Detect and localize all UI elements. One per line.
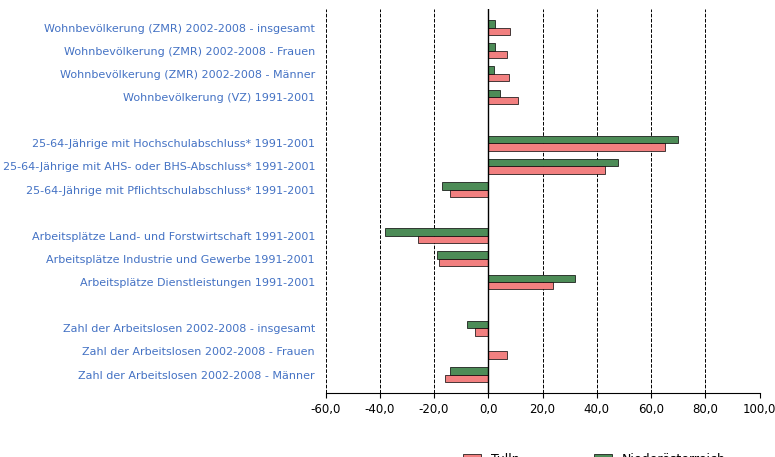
Bar	[445, 375, 488, 382]
Bar	[488, 351, 507, 359]
Bar	[488, 136, 678, 143]
Bar	[488, 66, 494, 74]
Bar	[450, 367, 488, 375]
Bar	[488, 51, 507, 58]
Bar	[488, 97, 518, 104]
Bar	[488, 275, 575, 282]
Bar	[488, 143, 665, 151]
Bar	[474, 328, 488, 336]
Bar	[439, 259, 488, 266]
Bar	[488, 20, 495, 27]
Bar	[488, 27, 510, 35]
Bar	[467, 321, 488, 328]
Bar	[488, 90, 501, 97]
Bar	[437, 251, 488, 259]
Bar	[488, 159, 618, 166]
Bar	[488, 74, 508, 81]
Legend: Tulln, Niederösterreich: Tulln, Niederösterreich	[458, 448, 731, 457]
Bar	[488, 43, 495, 51]
Bar	[450, 190, 488, 197]
Bar	[385, 228, 488, 236]
Bar	[418, 236, 488, 243]
Bar	[488, 166, 605, 174]
Bar	[442, 182, 488, 190]
Bar	[488, 282, 553, 289]
